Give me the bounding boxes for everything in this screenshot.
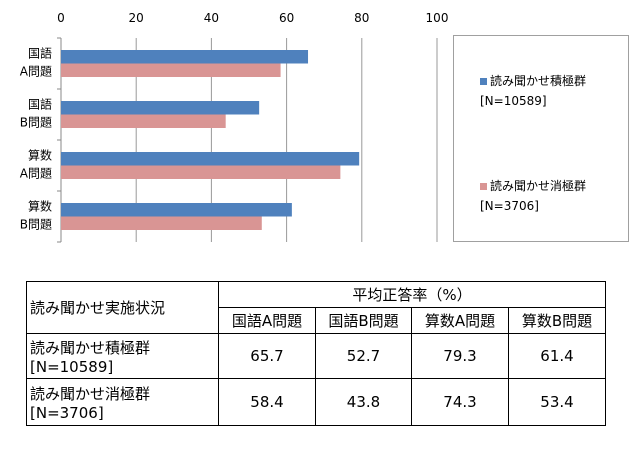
category-label: A問題 <box>20 65 52 79</box>
x-tick-label: 80 <box>354 11 369 25</box>
x-tick-label: 20 <box>129 11 144 25</box>
category-label: B問題 <box>20 218 52 232</box>
x-tick-label: 0 <box>57 11 65 25</box>
category-label: B問題 <box>20 116 52 130</box>
category-label: 国語 <box>28 46 52 61</box>
cell: 74.3 <box>411 378 509 426</box>
row-label: 読み聞かせ消極群 [N=3706] <box>26 378 219 426</box>
column-header: 算数A問題 <box>411 307 509 334</box>
x-tick-label: 60 <box>279 11 294 25</box>
legend-swatch <box>480 183 487 190</box>
bar-passive <box>61 216 262 230</box>
column-header: 国語A問題 <box>218 307 316 334</box>
legend-swatch <box>480 78 487 85</box>
bar-active <box>61 101 260 115</box>
category-label: A問題 <box>20 167 52 181</box>
legend: 読み聞かせ積極群 [N=10589] 読み聞かせ消極群 [N=3706] <box>453 35 629 242</box>
cell: 79.3 <box>411 333 509 379</box>
cell: 52.7 <box>315 333 412 379</box>
bar-active <box>61 50 309 64</box>
bar-passive <box>61 63 281 77</box>
legend-item-active: 読み聞かせ積極群 [N=10589] <box>480 71 586 111</box>
bar-active <box>61 203 292 217</box>
cell: 65.7 <box>218 333 316 379</box>
cell: 61.4 <box>508 333 606 379</box>
column-header: 算数B問題 <box>508 307 606 334</box>
table-row: 読み聞かせ消極群 [N=3706] 58.4 43.8 74.3 53.4 <box>26 378 606 426</box>
legend-item-passive: 読み聞かせ消極群 [N=3706] <box>480 176 586 216</box>
bar-active <box>61 152 360 166</box>
table-row: 読み聞かせ積極群 [N=10589] 65.7 52.7 79.3 61.4 <box>26 333 606 379</box>
legend-label: 読み聞かせ積極群 <box>490 74 587 88</box>
legend-label-n: [N=10589] <box>480 94 547 108</box>
x-tick-label: 100 <box>426 11 449 25</box>
column-header: 国語B問題 <box>315 307 412 334</box>
category-label: 国語 <box>28 97 52 112</box>
legend-label: 読み聞かせ消極群 <box>490 179 587 193</box>
score-table: 読み聞かせ実施状況 平均正答率（%） 国語A問題 国語B問題 算数A問題 算数B… <box>26 281 606 426</box>
corner-header: 読み聞かせ実施状況 <box>26 281 219 334</box>
bar-passive <box>61 165 341 179</box>
category-label: 算数 <box>28 199 52 214</box>
category-label: 算数 <box>28 148 52 163</box>
cell: 53.4 <box>508 378 606 426</box>
bar-passive <box>61 114 226 128</box>
cell: 43.8 <box>315 378 412 426</box>
group-header: 平均正答率（%） <box>218 281 606 308</box>
row-label: 読み聞かせ積極群 [N=10589] <box>26 333 219 379</box>
legend-label-n: [N=3706] <box>480 199 539 213</box>
cell: 58.4 <box>218 378 316 426</box>
x-tick-label: 40 <box>204 11 219 25</box>
